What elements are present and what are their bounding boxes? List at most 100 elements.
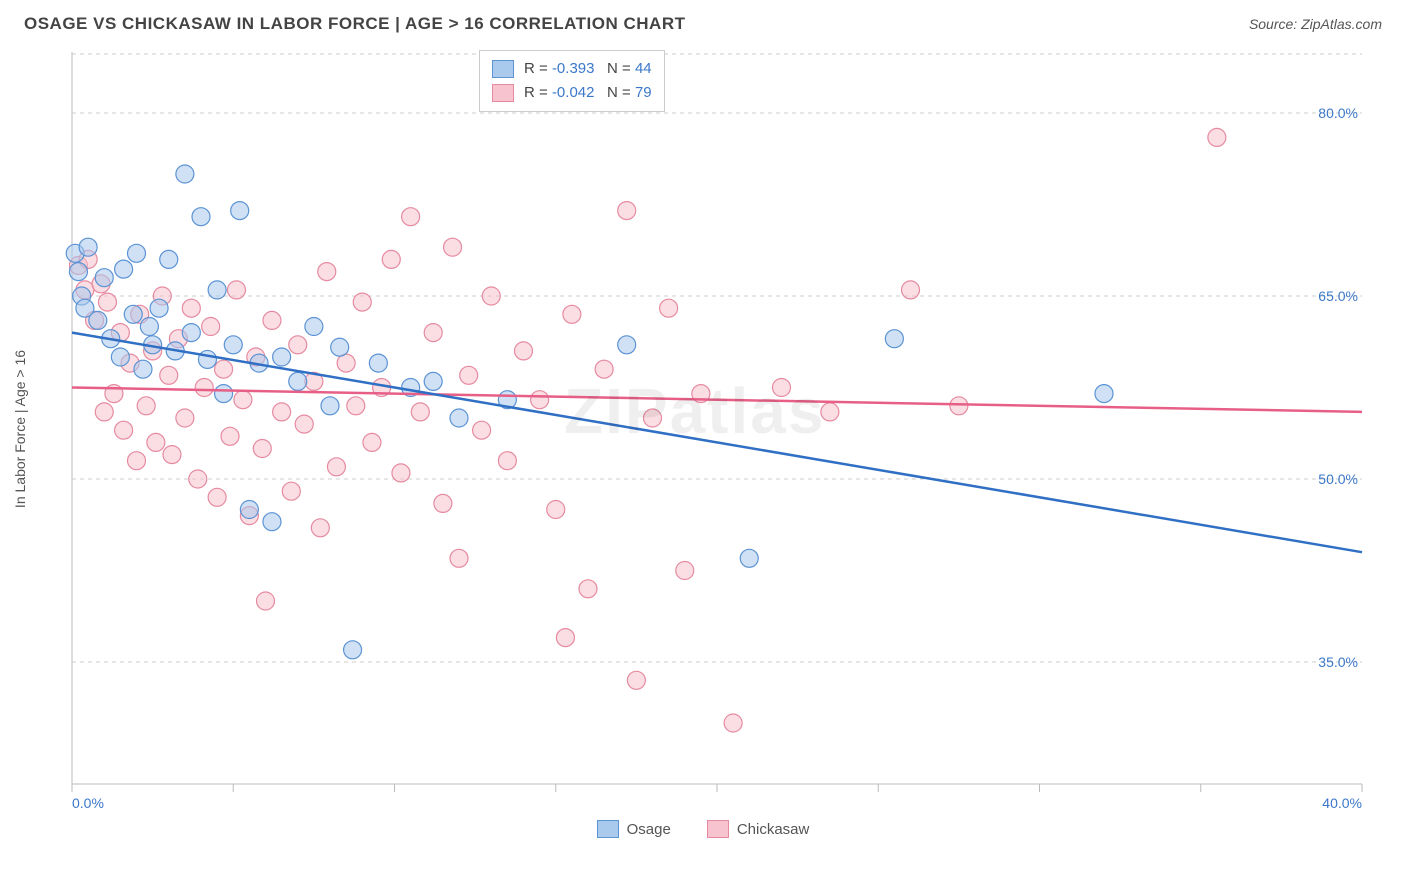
data-point — [773, 379, 791, 397]
data-point — [950, 397, 968, 415]
data-point — [482, 287, 500, 305]
data-point — [79, 238, 97, 256]
data-point — [202, 318, 220, 336]
data-point — [208, 488, 226, 506]
data-point — [902, 281, 920, 299]
data-point — [1095, 385, 1113, 403]
data-point — [289, 336, 307, 354]
data-point — [579, 580, 597, 598]
data-point — [95, 403, 113, 421]
data-point — [563, 305, 581, 323]
data-point — [311, 519, 329, 537]
data-point — [128, 452, 146, 470]
data-point — [327, 458, 345, 476]
data-point — [885, 330, 903, 348]
data-point — [134, 360, 152, 378]
data-point — [124, 305, 142, 323]
data-point — [147, 433, 165, 451]
data-point — [344, 641, 362, 659]
data-point — [498, 452, 516, 470]
data-point — [231, 202, 249, 220]
chart-container: In Labor Force | Age > 16 35.0%50.0%65.0… — [24, 44, 1382, 814]
data-point — [208, 281, 226, 299]
data-point — [450, 409, 468, 427]
data-point — [547, 501, 565, 519]
data-point — [318, 263, 336, 281]
stats-text: R = -0.393 N = 44 — [524, 57, 652, 81]
data-point — [282, 482, 300, 500]
legend-label: Osage — [627, 821, 671, 838]
data-point — [98, 293, 116, 311]
data-point — [198, 350, 216, 368]
data-point — [627, 671, 645, 689]
data-point — [1208, 128, 1226, 146]
data-point — [434, 494, 452, 512]
data-point — [224, 336, 242, 354]
data-point — [644, 409, 662, 427]
data-point — [176, 409, 194, 427]
data-point — [411, 403, 429, 421]
data-point — [676, 562, 694, 580]
y-tick-label: 50.0% — [1318, 471, 1358, 487]
data-point — [189, 470, 207, 488]
data-point — [347, 397, 365, 415]
data-point — [128, 244, 146, 262]
data-point — [382, 250, 400, 268]
legend-swatch — [492, 84, 514, 102]
data-point — [182, 299, 200, 317]
data-point — [160, 250, 178, 268]
legend-swatch — [707, 820, 729, 838]
data-point — [176, 165, 194, 183]
data-point — [257, 592, 275, 610]
y-tick-label: 65.0% — [1318, 288, 1358, 304]
data-point — [137, 397, 155, 415]
data-point — [618, 202, 636, 220]
data-point — [192, 208, 210, 226]
data-point — [321, 397, 339, 415]
data-point — [460, 366, 478, 384]
scatter-chart: 35.0%50.0%65.0%80.0%0.0%40.0% — [24, 44, 1382, 814]
data-point — [221, 427, 239, 445]
legend-swatch — [492, 60, 514, 78]
data-point — [618, 336, 636, 354]
data-point — [215, 385, 233, 403]
stats-row: R = -0.042 N = 79 — [492, 81, 652, 105]
legend-item: Chickasaw — [707, 820, 810, 838]
data-point — [331, 338, 349, 356]
data-point — [450, 549, 468, 567]
data-point — [115, 421, 133, 439]
x-tick-label: 40.0% — [1322, 795, 1362, 811]
data-point — [424, 372, 442, 390]
data-point — [289, 372, 307, 390]
stats-row: R = -0.393 N = 44 — [492, 57, 652, 81]
data-point — [253, 440, 271, 458]
data-point — [195, 379, 213, 397]
source-label: Source: ZipAtlas.com — [1249, 16, 1382, 32]
data-point — [392, 464, 410, 482]
data-point — [273, 403, 291, 421]
data-point — [531, 391, 549, 409]
data-point — [69, 263, 87, 281]
data-point — [115, 260, 133, 278]
data-point — [215, 360, 233, 378]
data-point — [473, 421, 491, 439]
data-point — [227, 281, 245, 299]
data-point — [295, 415, 313, 433]
data-point — [424, 324, 442, 342]
trend-line — [72, 388, 1362, 412]
data-point — [515, 342, 533, 360]
correlation-stats-box: R = -0.393 N = 44R = -0.042 N = 79 — [479, 50, 665, 112]
data-point — [444, 238, 462, 256]
y-axis-label: In Labor Force | Age > 16 — [12, 350, 28, 508]
data-point — [140, 318, 158, 336]
data-point — [263, 513, 281, 531]
data-point — [263, 311, 281, 329]
data-point — [353, 293, 371, 311]
data-point — [111, 348, 129, 366]
data-point — [660, 299, 678, 317]
data-point — [369, 354, 387, 372]
data-point — [163, 446, 181, 464]
legend-label: Chickasaw — [737, 821, 810, 838]
data-point — [402, 208, 420, 226]
series-legend: Osage Chickasaw — [0, 820, 1406, 838]
